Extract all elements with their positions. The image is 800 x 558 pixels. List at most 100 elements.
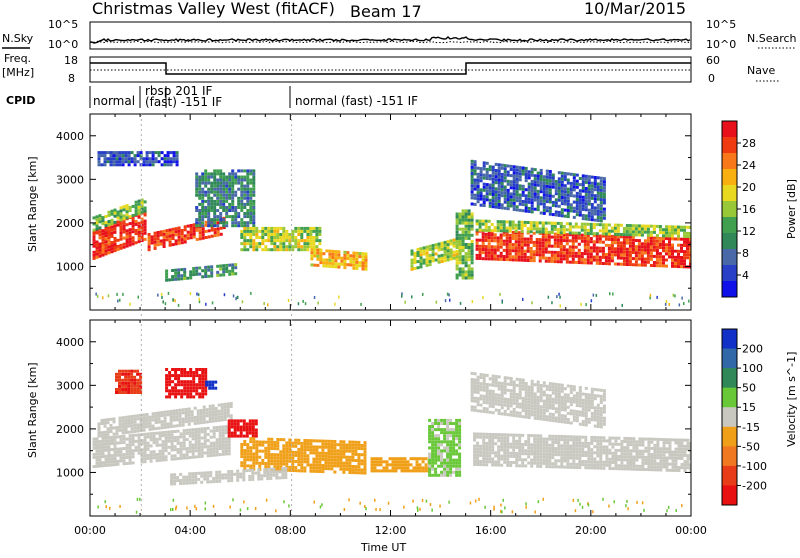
heatmap-cell [102, 296, 104, 299]
heatmap-cell [148, 248, 151, 251]
heatmap-cell [471, 166, 474, 169]
heatmap-cell [129, 240, 132, 243]
heatmap-cell [482, 236, 485, 239]
heatmap-cell [225, 453, 228, 456]
heatmap-cell [599, 461, 602, 464]
heatmap-cell [479, 229, 482, 232]
heatmap-cell [488, 242, 491, 245]
heatmap-cell [563, 466, 566, 469]
heatmap-cell [203, 418, 206, 421]
heatmap-cell [157, 237, 160, 240]
heatmap-cell [534, 177, 537, 180]
heatmap-cell [303, 460, 306, 463]
heatmap-cell [555, 186, 558, 189]
heatmap-cell [309, 230, 312, 233]
heatmap-cell [371, 466, 374, 469]
heatmap-cell [506, 440, 509, 443]
heatmap-cell [216, 169, 219, 172]
heatmap-cell [99, 452, 102, 455]
heatmap-cell [156, 432, 159, 435]
heatmap-cell [348, 471, 351, 474]
heatmap-cell [128, 157, 131, 160]
heatmap-cell [440, 449, 443, 452]
heatmap-cell [530, 446, 533, 449]
heatmap-cell [173, 473, 176, 476]
heatmap-cell [557, 453, 560, 456]
heatmap-cell [151, 238, 154, 241]
heatmap-cell [530, 462, 533, 465]
heatmap-cell [152, 412, 155, 415]
heatmap-cell [147, 445, 150, 448]
heatmap-cell [337, 263, 340, 266]
heatmap-cell [198, 443, 201, 446]
heatmap-cell [231, 263, 234, 266]
heatmap-cell [482, 436, 485, 439]
heatmap-cell [629, 263, 632, 266]
heatmap-cell [662, 246, 665, 249]
heatmap-cell [519, 200, 522, 203]
heatmap-cell [214, 231, 217, 234]
heatmap-cell [321, 458, 324, 461]
heatmap-cell [561, 214, 564, 217]
heatmap-cell [219, 179, 222, 182]
heatmap-cell [422, 457, 425, 460]
heatmap-cell [659, 237, 662, 240]
heatmap-cell [425, 469, 428, 472]
heatmap-cell [482, 233, 485, 236]
heatmap-cell [185, 479, 188, 482]
heatmap-cell [497, 464, 500, 467]
heatmap-cell [455, 465, 458, 468]
heatmap-cell [519, 172, 522, 175]
heatmap-cell [183, 371, 186, 374]
heatmap-cell [285, 441, 288, 444]
heatmap-cell [543, 200, 546, 203]
heatmap-cell [234, 221, 237, 224]
heatmap-cell [599, 250, 602, 253]
heatmap-cell [345, 465, 348, 468]
heatmap-cell [497, 255, 500, 258]
heatmap-cell [312, 464, 315, 467]
heatmap-cell [146, 154, 149, 157]
heatmap-cell [488, 436, 491, 439]
heatmap-cell [677, 265, 680, 268]
heatmap-cell [641, 234, 644, 237]
heatmap-cell [476, 445, 479, 448]
heatmap-cell [527, 259, 530, 262]
heatmap-cell [173, 410, 176, 413]
heatmap-cell [168, 380, 171, 383]
heatmap-cell [282, 233, 285, 236]
heatmap-cell [563, 444, 566, 447]
heatmap-cell [465, 213, 468, 216]
heatmap-cell [440, 465, 443, 468]
heatmap-cell [428, 453, 431, 456]
heatmap-cell [629, 251, 632, 254]
heatmap-cell [310, 254, 313, 257]
heatmap-cell [411, 250, 414, 253]
heatmap-cell [471, 219, 474, 222]
heatmap-cell [186, 453, 189, 456]
heatmap-cell [518, 458, 521, 461]
heatmap-cell [608, 443, 611, 446]
heatmap-cell [623, 239, 626, 242]
heatmap-cell [219, 268, 222, 271]
heatmap-cell [118, 376, 121, 379]
heatmap-cell [198, 446, 201, 449]
heatmap-cell [204, 445, 207, 448]
heatmap-cell [534, 193, 537, 196]
heatmap-cell [345, 459, 348, 462]
heatmap-cell [156, 456, 159, 459]
heatmap-cell [491, 248, 494, 251]
heatmap-cell [342, 465, 345, 468]
heatmap-cell [206, 474, 209, 477]
heatmap-cell [533, 253, 536, 256]
heatmap-cell [228, 185, 231, 188]
heatmap-cell [116, 432, 119, 435]
heatmap-cell [225, 185, 228, 188]
heatmap-cell [131, 160, 134, 163]
heatmap-cell [608, 224, 611, 227]
heatmap-cell [512, 449, 515, 452]
heatmap-cell [138, 240, 141, 243]
heatmap-cell [213, 221, 216, 224]
heatmap-cell [119, 160, 122, 163]
heatmap-cell [462, 231, 465, 234]
